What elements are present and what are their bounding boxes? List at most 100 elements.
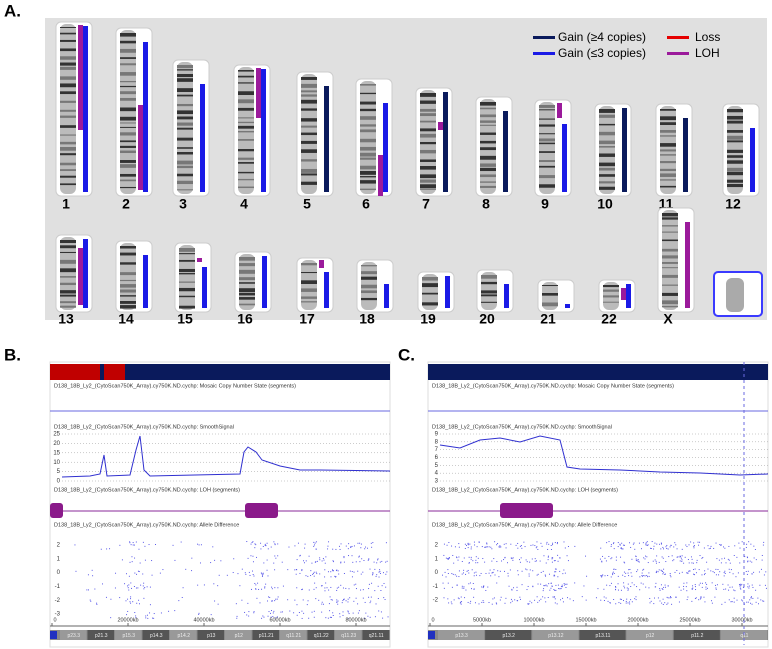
allele-dot [622,548,624,550]
cytoband [579,630,626,640]
allele-dot [460,596,462,598]
allele-dot [544,574,546,576]
allele-dot [669,574,671,576]
cn-segment [384,284,389,308]
band [662,231,678,233]
allele-dot [642,569,644,571]
y-tick-label: -1 [433,584,439,590]
allele-dot [448,557,450,559]
allele-dot [693,545,695,547]
allele-dot [714,584,716,586]
allele-dot [715,542,717,544]
allele-dot [642,542,644,544]
allele-dot [336,599,338,601]
allele-dot [467,601,469,603]
allele-dot [461,573,463,575]
band [120,91,136,95]
allele-dot [482,558,484,560]
allele-dot [505,543,507,545]
allele-dot [470,556,472,558]
allele-dot [379,572,381,574]
band [361,271,377,275]
allele-dot [675,596,677,598]
allele-dot [448,557,450,559]
allele-dot [664,602,666,604]
allele-dot [510,543,512,545]
allele-dot [531,602,533,604]
panel-label: B. [4,345,21,364]
loh-segment [378,155,383,196]
allele-dot [145,617,147,619]
band [360,170,376,175]
allele-dot [274,555,276,557]
allele-dot [368,583,370,585]
allele-dot [523,541,525,543]
allele-dot [478,541,480,543]
allele-dot [632,543,634,545]
allele-dot [384,599,386,601]
allele-dot [638,542,640,544]
ideogram [599,106,615,194]
allele-dot [762,544,764,546]
band [360,188,376,191]
allele-dot [375,575,377,577]
cytoband-label: q11 [740,633,748,639]
band [60,115,76,118]
allele-dot [758,571,760,573]
allele-dot [499,546,501,548]
allele-dot [319,557,321,559]
allele-dot [713,572,715,574]
allele-dot [601,575,603,577]
allele-dot [670,596,672,598]
allele-dot [720,544,722,546]
allele-dot [563,584,565,586]
cytoband-label: q11.21 [286,633,301,639]
allele-dot [386,560,388,562]
track-label: D138_18B_Ly2_(CytoScan750K_Array).cy750K… [54,487,240,493]
allele-dot [729,562,731,564]
y-tick-label: -2 [55,598,61,604]
band [238,117,254,119]
allele-dot [739,547,741,549]
band [361,284,377,289]
allele-dot [340,543,342,545]
allele-dot [467,542,469,544]
allele-dot [468,562,470,564]
chromosome-label: 12 [725,196,741,212]
allele-dot [314,582,316,584]
allele-dot [364,617,366,619]
allele-dot [351,545,353,547]
allele-dot [615,568,617,570]
band [301,173,317,176]
cytoband [485,630,532,640]
allele-dot [702,556,704,558]
allele-dot [494,574,496,576]
band [727,183,743,188]
allele-dot [686,572,688,574]
band [480,140,496,144]
allele-dot [703,574,705,576]
allele-dot [252,561,254,563]
allele-dot [620,556,622,558]
allele-dot [749,599,751,601]
band [238,178,254,181]
allele-dot [611,557,613,559]
allele-dot [627,583,629,585]
y-tick-label: 7 [435,447,439,453]
allele-dot [606,584,608,586]
allele-dot [752,586,754,588]
allele-dot [746,556,748,558]
allele-dot [96,602,98,604]
band [177,160,193,165]
allele-dot [759,584,761,586]
allele-dot [308,589,310,591]
band [301,90,317,93]
allele-dot [601,561,603,563]
allele-dot [708,548,710,550]
allele-dot [711,582,713,584]
allele-dot [148,544,150,546]
allele-dot [535,547,537,549]
allele-dot [731,586,733,588]
allele-dot [263,562,265,564]
